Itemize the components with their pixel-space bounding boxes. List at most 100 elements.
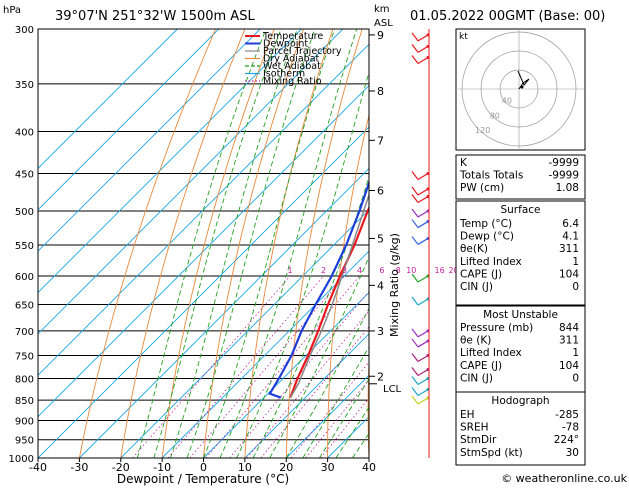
- most-unstable-label: Lifted Index: [460, 347, 522, 359]
- mixing-ratio-line: [133, 276, 291, 458]
- table-title: Hodograph: [491, 395, 549, 407]
- km-tick-label: 9: [377, 29, 384, 42]
- wind-barb-flag: [412, 274, 418, 282]
- surface-label: Lifted Index: [460, 256, 522, 268]
- wind-barb: [418, 58, 428, 64]
- asl-label: ASL: [374, 18, 393, 29]
- hodograph-stat-value: -285: [555, 409, 579, 421]
- hodograph-stat-value: -78: [562, 422, 579, 434]
- wind-barb-flag: [412, 209, 418, 217]
- most-unstable-value: 311: [559, 335, 579, 347]
- wind-barb: [418, 222, 428, 228]
- temp-tick-label: -40: [29, 461, 47, 474]
- mixing-ratio-line: [247, 276, 398, 458]
- hodograph-stat-value: 224°: [554, 434, 579, 446]
- index-value: 1.08: [556, 182, 579, 194]
- table-title: Most Unstable: [483, 309, 558, 321]
- wind-barb-flag: [412, 297, 418, 305]
- wind-barb-flag: [412, 194, 418, 202]
- wind-barb: [418, 299, 428, 305]
- index-value: -9999: [548, 170, 579, 182]
- index-label: Totals Totals: [459, 170, 523, 182]
- wet-adiabat-line: [137, 29, 266, 458]
- wind-barb: [418, 398, 428, 404]
- wind-barb: [418, 331, 428, 337]
- legend-entry: Mixing Ratio: [263, 76, 322, 87]
- dry-adiabat-line: [587, 29, 618, 458]
- wind-barb-flag: [412, 187, 418, 195]
- wind-barb: [418, 389, 428, 395]
- pressure-tick-label: 500: [15, 207, 34, 218]
- most-unstable-label: CIN (J): [460, 372, 493, 384]
- wind-barb-flag: [412, 329, 418, 337]
- hodograph-stat-label: StmDir: [460, 434, 497, 446]
- mixing-ratio-label: 16: [435, 266, 445, 275]
- index-label: PW (cm): [460, 182, 504, 194]
- km-tick-label: 6: [377, 184, 384, 197]
- wind-barb-flag: [412, 353, 418, 361]
- most-unstable-label: CAPE (J): [460, 360, 502, 372]
- wind-barb-flag: [412, 339, 418, 347]
- mixing-ratio-label: 1: [288, 266, 293, 275]
- pressure-tick-label: 600: [15, 272, 34, 283]
- mixing-ratio-label: 10: [406, 266, 416, 275]
- surface-label: Dewp (°C): [460, 231, 514, 243]
- surface-value: 311: [559, 243, 579, 255]
- pressure-tick-label: 750: [15, 351, 34, 362]
- wind-barb: [418, 189, 428, 195]
- index-label: K: [460, 157, 468, 169]
- pressure-tick-label: 550: [15, 241, 34, 252]
- wind-barb-flag: [412, 387, 418, 395]
- wind-barb: [418, 46, 428, 52]
- hodograph-stat-value: 30: [566, 447, 579, 459]
- pressure-tick-label: 950: [15, 436, 34, 447]
- index-value: -9999: [548, 157, 579, 169]
- isotherm-line: [79, 29, 508, 458]
- isotherm-line: [38, 29, 467, 458]
- lcl-label: LCL: [383, 384, 402, 395]
- mixing-ratio-line: [190, 276, 345, 458]
- pressure-tick-label: 850: [15, 396, 34, 407]
- wind-barb: [418, 369, 428, 375]
- isotherm-line: [0, 29, 384, 458]
- km-tick-label: 3: [377, 325, 384, 338]
- axes: 3003504004505005506006507007508008509009…: [9, 25, 473, 474]
- wet-adiabat-line: [220, 29, 357, 458]
- km-tick-label: 5: [377, 232, 384, 245]
- wind-barb: [418, 341, 428, 347]
- hodograph-storm-motion: [521, 86, 524, 89]
- mixing-ratio-line: [168, 276, 324, 458]
- km-tick-label: 2: [377, 370, 384, 383]
- hodograph-stat-label: SREH: [460, 422, 489, 434]
- hodograph-unit: kt: [459, 32, 468, 42]
- isotherm-line: [0, 29, 260, 458]
- wind-barbs: [412, 29, 430, 458]
- pressure-tick-label: 450: [15, 169, 34, 180]
- wind-barb: [418, 173, 428, 179]
- wind-barb: [418, 211, 428, 217]
- indices-tables: K -9999 Totals Totals -9999 PW (cm) 1.08 Surfa…: [456, 155, 585, 465]
- km-tick-label: 4: [377, 279, 384, 292]
- wind-barb-flag: [412, 236, 418, 244]
- hodograph-stat-label: EH: [460, 409, 475, 421]
- temp-tick-label: 30: [321, 461, 335, 474]
- surface-label: θe(K): [460, 243, 488, 255]
- most-unstable-value: 844: [559, 322, 579, 334]
- dry-adiabat-line: [204, 29, 304, 458]
- wind-barb-flag: [412, 367, 418, 375]
- wind-barb: [418, 238, 428, 244]
- most-unstable-value: 1: [572, 347, 579, 359]
- wind-barb: [418, 196, 428, 202]
- table-title: Surface: [500, 204, 540, 216]
- wind-barb: [418, 35, 428, 41]
- most-unstable-value: 104: [559, 360, 579, 372]
- pressure-tick-label: 400: [15, 128, 34, 139]
- wind-barb: [418, 378, 428, 384]
- hodograph-ring-label: 40: [502, 97, 512, 106]
- most-unstable-label: θe (K): [460, 335, 491, 347]
- surface-value: 0: [572, 281, 579, 293]
- pressure-tick-label: 650: [15, 301, 34, 312]
- wind-barb-flag: [412, 171, 418, 179]
